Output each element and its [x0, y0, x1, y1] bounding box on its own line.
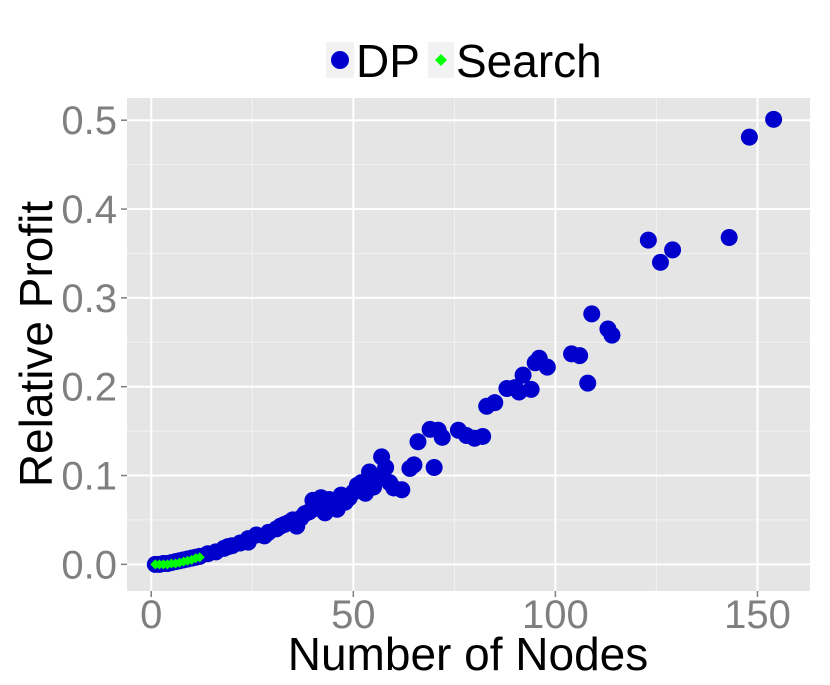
dp-point	[765, 110, 783, 128]
x-tick-label: 0	[140, 593, 162, 637]
y-tick-label: 0.1	[61, 455, 117, 499]
legend: DP Search	[326, 35, 602, 87]
dp-point	[409, 433, 427, 451]
y-tick-label: 0.4	[61, 188, 117, 232]
y-tick-label: 0.3	[61, 277, 117, 321]
dp-point	[486, 394, 504, 412]
dp-point	[377, 459, 395, 477]
dp-point	[433, 428, 451, 446]
dp-point	[639, 231, 657, 249]
dp-point	[603, 326, 621, 344]
legend-label-search: Search	[456, 35, 602, 87]
dp-point	[664, 241, 682, 259]
dp-point	[393, 481, 411, 499]
x-axis-ticks: 0 50 100 150	[140, 591, 791, 637]
dp-point	[579, 374, 597, 392]
legend-key-dp	[331, 51, 349, 69]
y-axis-ticks: 0.0 0.1 0.2 0.3 0.4 0.5	[61, 99, 127, 587]
dp-point	[538, 358, 556, 376]
legend-key-search	[435, 54, 447, 66]
dp-point	[522, 380, 540, 398]
series-dp	[146, 110, 783, 573]
legend-label-dp: DP	[356, 35, 420, 87]
dp-point	[514, 366, 532, 384]
x-tick-label: 50	[331, 593, 376, 637]
series-search	[150, 552, 205, 570]
x-axis-title: Number of Nodes	[288, 628, 649, 680]
x-tick-label: 100	[522, 593, 589, 637]
x-tick-label: 150	[724, 593, 791, 637]
dp-point	[740, 128, 758, 146]
dp-point	[474, 427, 492, 445]
dp-point	[583, 305, 601, 323]
y-tick-label: 0.5	[61, 99, 117, 143]
plot-panel	[127, 98, 810, 591]
grid-major	[127, 98, 810, 591]
dp-point	[405, 456, 423, 474]
grid-minor	[127, 98, 810, 591]
search-point	[194, 552, 205, 563]
y-tick-label: 0.2	[61, 366, 117, 410]
dp-point	[571, 347, 589, 365]
y-tick-label: 0.0	[61, 543, 117, 587]
y-axis-title: Relative Profit	[10, 201, 62, 488]
dp-point	[425, 459, 443, 477]
dp-point	[720, 228, 738, 246]
dp-point	[651, 253, 669, 271]
